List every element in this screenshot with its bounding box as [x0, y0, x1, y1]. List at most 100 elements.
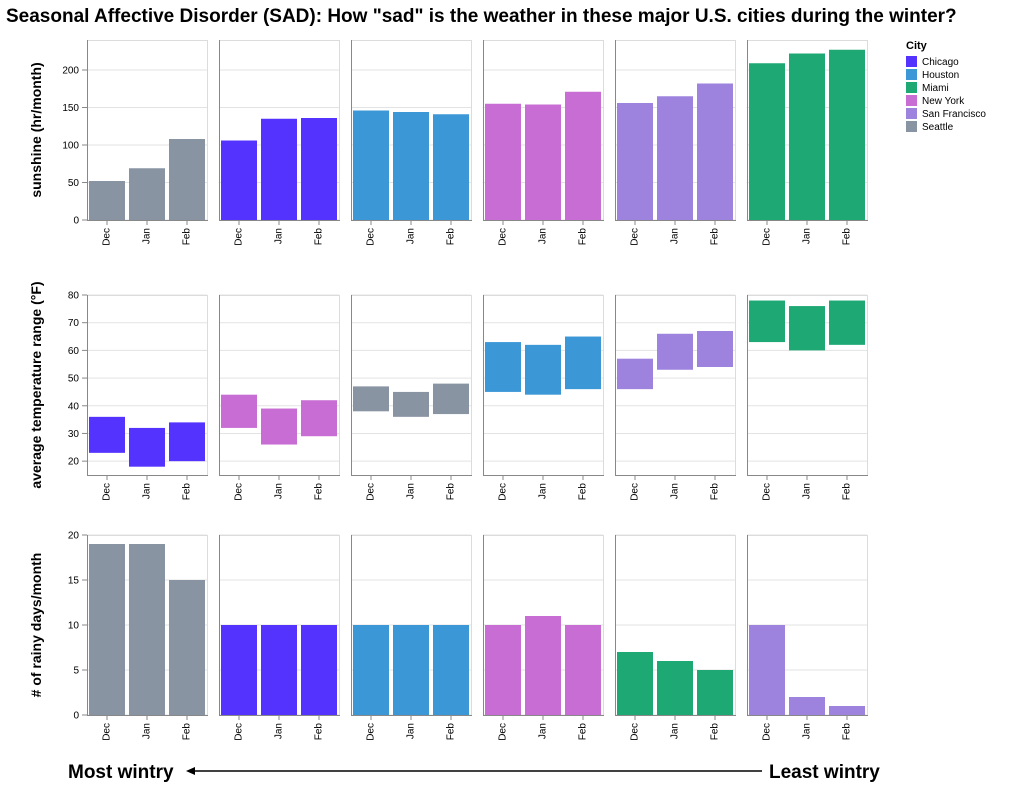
x-tick-label: Feb	[842, 723, 853, 741]
panel-2-0: Dec Jan Feb 0 5 10 15 20	[68, 531, 208, 741]
x-tick-label: Feb	[842, 483, 853, 501]
bar-san-francisco-dec	[617, 103, 653, 220]
row-0-ylabel: sunshine (hr/month)	[28, 62, 44, 197]
bar-new-york-jan	[525, 616, 561, 715]
x-tick-label: Feb	[578, 723, 589, 741]
legend-swatch-chicago	[906, 56, 917, 67]
bar-miami-feb	[697, 670, 733, 715]
x-tick-label: Dec	[762, 228, 773, 246]
bar-chicago-jan	[261, 625, 297, 715]
x-tick-label: Feb	[578, 483, 589, 501]
bar-new-york-jan	[525, 104, 561, 220]
x-tick-label: Feb	[710, 228, 721, 246]
x-tick-label: Jan	[538, 483, 549, 499]
legend-label-new-york: New York	[922, 96, 965, 107]
x-tick-label: Feb	[182, 228, 193, 246]
y-tick-label: 20	[68, 457, 80, 468]
bar-miami-dec	[749, 300, 785, 343]
panel-1-4: Dec Jan Feb	[615, 294, 736, 501]
bar-san-francisco-feb	[697, 331, 733, 367]
y-tick-label: 50	[68, 178, 80, 189]
panel-2-5: Dec Jan Feb	[747, 534, 868, 741]
x-tick-label: Jan	[802, 723, 813, 739]
bar-houston-dec	[485, 342, 521, 392]
bar-san-francisco-feb	[697, 83, 733, 220]
y-tick-label: 150	[62, 103, 79, 114]
legend-swatch-san-francisco	[906, 108, 917, 119]
x-tick-label: Feb	[446, 228, 457, 246]
x-tick-label: Dec	[234, 723, 245, 741]
x-tick-label: Jan	[802, 483, 813, 499]
x-tick-label: Dec	[366, 483, 377, 501]
x-tick-label: Dec	[366, 228, 377, 246]
row-1-ylabel: average temperature range (°F)	[28, 281, 44, 488]
bar-new-york-feb	[565, 625, 601, 715]
y-tick-label: 20	[68, 531, 80, 542]
legend: City Chicago Houston Miami New York San Fran…	[906, 40, 986, 133]
bar-houston-dec	[353, 625, 389, 715]
x-tick-label: Jan	[274, 723, 285, 739]
x-tick-label: Jan	[406, 723, 417, 739]
y-tick-label: 5	[73, 666, 79, 677]
panel-2-2: Dec Jan Feb	[351, 534, 472, 741]
y-tick-label: 100	[62, 141, 79, 152]
x-tick-label: Feb	[710, 483, 721, 501]
x-tick-label: Jan	[142, 483, 153, 499]
bar-chicago-jan	[129, 427, 165, 467]
legend-swatch-new-york	[906, 95, 917, 106]
y-tick-label: 60	[68, 346, 80, 357]
x-tick-label: Feb	[578, 228, 589, 246]
chart-title: Seasonal Affective Disorder (SAD): How "…	[6, 6, 957, 27]
x-tick-label: Jan	[406, 483, 417, 499]
panel-2-4: Dec Jan Feb	[615, 534, 736, 741]
panel-0-2: Dec Jan Feb	[351, 40, 472, 246]
x-tick-label: Jan	[274, 228, 285, 244]
footer-right-label: Least wintry	[769, 762, 880, 783]
legend-swatch-houston	[906, 69, 917, 80]
x-tick-label: Dec	[498, 228, 509, 246]
x-tick-label: Feb	[182, 483, 193, 501]
panel-1-1: Dec Jan Feb	[219, 294, 340, 501]
bar-chicago-feb	[301, 118, 337, 220]
y-tick-label: 10	[68, 621, 80, 632]
x-tick-label: Jan	[802, 228, 813, 244]
panel-1-3: Dec Jan Feb	[483, 294, 604, 501]
bar-miami-dec	[617, 652, 653, 715]
y-tick-label: 30	[68, 429, 80, 440]
bar-san-francisco-jan	[657, 96, 693, 220]
bar-seattle-jan	[129, 168, 165, 220]
x-tick-label: Dec	[762, 483, 773, 501]
footer-left-label: Most wintry	[68, 762, 174, 783]
bar-new-york-feb	[301, 400, 337, 437]
bar-new-york-jan	[261, 408, 297, 445]
legend-label-chicago: Chicago	[922, 57, 959, 68]
bar-chicago-dec	[221, 140, 257, 220]
x-tick-label: Jan	[670, 228, 681, 244]
panel-0-4: Dec Jan Feb	[615, 40, 736, 246]
y-tick-label: 50	[68, 374, 80, 385]
bar-seattle-dec	[89, 544, 125, 715]
bar-houston-jan	[525, 344, 561, 395]
x-tick-label: Dec	[234, 483, 245, 501]
x-tick-label: Jan	[670, 483, 681, 499]
bar-san-francisco-jan	[657, 333, 693, 370]
x-tick-label: Jan	[538, 228, 549, 244]
panel-0-0: Dec Jan Feb 0 50 100 150 200	[62, 40, 208, 246]
y-tick-label: 200	[62, 66, 79, 77]
panels: sunshine (hr/month) Dec Jan Feb 0 50 100 150 200…	[28, 40, 868, 741]
bar-houston-dec	[353, 110, 389, 220]
bar-chicago-dec	[89, 416, 125, 453]
row-2-ylabel: # of rainy days/month	[28, 553, 44, 698]
legend-title: City	[906, 40, 928, 52]
x-tick-label: Feb	[314, 723, 325, 741]
legend-label-seattle: Seattle	[922, 122, 954, 133]
bar-chicago-dec	[221, 625, 257, 715]
panel-1-2: Dec Jan Feb	[351, 294, 472, 501]
bar-miami-jan	[789, 306, 825, 351]
y-tick-label: 0	[73, 711, 79, 722]
x-tick-label: Jan	[142, 723, 153, 739]
x-tick-label: Feb	[314, 483, 325, 501]
x-tick-label: Dec	[630, 483, 641, 501]
x-tick-label: Dec	[498, 483, 509, 501]
bar-seattle-jan	[393, 391, 429, 417]
